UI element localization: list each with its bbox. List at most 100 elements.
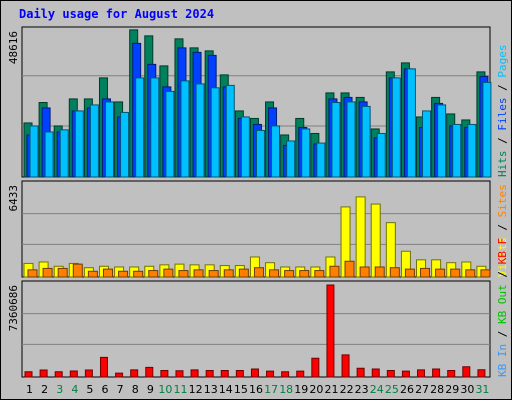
day-label-3: 3 [56,383,63,396]
bar-pages-5 [89,104,99,178]
bar-sites-11 [178,270,189,278]
bar-kb-f-4 [69,370,78,378]
day-label-8: 8 [132,383,139,396]
bar-pages-6 [104,101,114,178]
bar-sites-22 [344,260,355,278]
bar-sites-28 [435,268,446,278]
panel-kbytes: 7360686 KB In / KB Out / KB F [7,238,509,378]
day-label-2: 2 [41,383,48,396]
legend-separator: / [496,78,509,98]
day-label-21: 21 [324,383,338,396]
bar-sites-26 [404,268,415,278]
bar-kb-f-6 [99,356,108,378]
bar-kb-f-20 [311,357,320,378]
bar-kb-f-11 [175,370,184,378]
bar-kb-f-1 [24,371,33,378]
bar-kb-f-10 [160,370,169,378]
day-label-23: 23 [355,383,369,396]
bar-kb-f-12 [190,369,199,378]
bar-sites-25 [389,267,400,278]
bar-kb-f-7 [115,372,124,378]
legend-sites: Sites [496,184,509,217]
bar-sites-6 [102,268,113,278]
bar-pages-28 [437,104,447,178]
legend: Visits / Sites [496,184,509,277]
y-max-label: 6433 [7,185,20,212]
bar-pages-25 [391,77,401,178]
bar-kb-f-18 [281,371,290,378]
bar-sites-14 [223,269,234,278]
day-label-9: 9 [147,383,154,396]
day-label-17: 17 [264,383,278,396]
day-label-28: 28 [430,383,444,396]
bar-pages-1 [29,125,39,178]
bar-pages-23 [361,105,371,178]
bar-pages-3 [59,129,69,178]
bar-sites-7 [118,270,129,278]
bar-kb-f-30 [462,366,471,378]
bar-sites-8 [133,270,144,278]
bar-sites-16 [253,267,264,278]
day-label-20: 20 [309,383,323,396]
day-label-24: 24 [370,383,384,396]
day-label-16: 16 [249,383,263,396]
day-label-7: 7 [117,383,124,396]
bar-pages-21 [331,102,341,178]
bar-pages-16 [255,129,265,178]
bar-pages-9 [150,77,160,178]
bar-sites-2 [42,267,53,278]
legend: KB In / KB Out / KB F [496,238,509,377]
bar-kb-f-27 [417,369,426,378]
bar-kb-f-3 [54,371,63,378]
bar-pages-31 [482,81,492,178]
bar-kb-f-2 [39,369,48,378]
bar-sites-9 [148,270,159,278]
bar-pages-10 [165,90,175,178]
bar-pages-7 [120,111,130,178]
chart-title: Daily usage for August 2024 [19,7,215,21]
legend-separator: / [496,264,509,284]
bar-sites-15 [238,268,249,278]
bar-kb-f-5 [84,369,93,378]
bar-kb-f-14 [220,370,229,378]
bar-sites-10 [163,268,174,278]
day-label-11: 11 [174,383,188,396]
bar-sites-20 [314,270,325,278]
y-max-label: 48616 [7,31,20,64]
bar-pages-18 [286,140,296,178]
day-label-14: 14 [219,383,233,396]
y-max-label: 7360686 [7,285,20,331]
bar-pages-2 [44,131,54,178]
bar-sites-24 [374,266,385,278]
day-label-6: 6 [102,383,109,396]
day-label-1: 1 [26,383,33,396]
plot-area [21,280,491,378]
day-label-18: 18 [279,383,293,396]
day-label-29: 29 [445,383,459,396]
bar-pages-12 [195,83,205,178]
bar-pages-30 [467,123,477,178]
day-label-22: 22 [340,383,354,396]
bar-pages-29 [452,123,462,178]
bar-sites-21 [329,265,340,278]
legend-visits: Visits [496,237,509,277]
bar-sites-29 [450,268,461,278]
day-label-25: 25 [385,383,399,396]
bar-sites-17 [269,269,280,278]
bar-kb-f-13 [205,370,214,378]
bar-kb-f-8 [130,369,139,378]
bar-kb-f-23 [356,367,365,378]
bar-pages-24 [376,132,386,178]
legend-separator: / [496,324,509,344]
day-label-15: 15 [234,383,248,396]
bar-pages-14 [225,84,235,178]
bar-pages-13 [210,87,220,178]
bar-kb-f-28 [432,368,441,378]
legend-separator: / [496,131,509,151]
day-label-12: 12 [189,383,203,396]
day-label-13: 13 [204,383,218,396]
day-label-19: 19 [294,383,308,396]
bar-kb-f-15 [235,370,244,378]
bar-pages-27 [422,110,432,178]
